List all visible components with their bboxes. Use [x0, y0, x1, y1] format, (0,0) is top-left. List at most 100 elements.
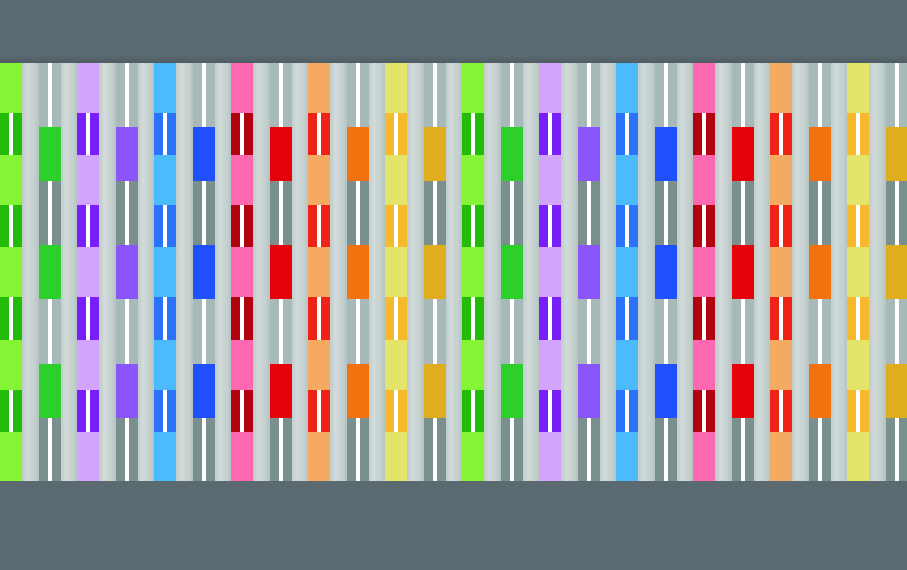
column-yellow-gray [885, 63, 907, 481]
white-stripe [856, 113, 860, 155]
gray-striped-segment [808, 418, 831, 481]
gray-striped-segment [38, 181, 61, 245]
gray-striped-segment [115, 63, 138, 127]
white-stripe [663, 181, 668, 245]
dark-striped-block [693, 113, 715, 155]
white-stripe [894, 299, 899, 364]
white-stripe [201, 299, 206, 364]
dark-striped-block [231, 205, 253, 247]
light-block [385, 432, 407, 481]
white-stripe [702, 390, 706, 432]
color-block [885, 245, 907, 299]
light-block [154, 155, 176, 205]
light-block [770, 63, 792, 113]
color-block [423, 127, 446, 181]
dark-striped-block [847, 390, 869, 432]
gray-striped-segment [885, 181, 907, 245]
dark-striped-block [308, 297, 330, 340]
white-stripe [317, 205, 321, 247]
light-block [385, 340, 407, 390]
dark-striped-block [539, 297, 561, 340]
white-stripe [625, 113, 629, 155]
dark-striped-block [77, 297, 99, 340]
gray-striped-segment [269, 418, 292, 481]
light-block [308, 432, 330, 481]
gray-striped-segment [654, 418, 677, 481]
color-block [577, 127, 600, 181]
dark-striped-block [154, 113, 176, 155]
gray-striped-segment [423, 181, 446, 245]
gray-striped-segment [269, 299, 292, 364]
white-stripe [586, 63, 591, 127]
color-block [500, 127, 523, 181]
white-stripe [317, 113, 321, 155]
light-block [154, 247, 176, 297]
white-stripe [355, 299, 360, 364]
color-block [500, 245, 523, 299]
gray-striped-segment [808, 299, 831, 364]
color-block [885, 127, 907, 181]
gray-striped-segment [115, 299, 138, 364]
column-blue-light [616, 63, 638, 481]
light-block [770, 340, 792, 390]
light-block [693, 432, 715, 481]
white-stripe [779, 205, 783, 247]
light-block [0, 432, 22, 481]
gray-striped-segment [500, 418, 523, 481]
dark-striped-block [462, 297, 484, 340]
color-block [115, 364, 138, 418]
white-stripe [47, 299, 52, 364]
white-stripe [394, 205, 398, 247]
light-block [77, 63, 99, 113]
light-block [693, 340, 715, 390]
white-stripe [856, 297, 860, 340]
white-stripe [47, 181, 52, 245]
white-stripe [740, 63, 745, 127]
color-block [115, 127, 138, 181]
white-stripe [240, 205, 244, 247]
light-block [462, 340, 484, 390]
gray-striped-segment [577, 299, 600, 364]
white-stripe [586, 299, 591, 364]
column-green-light [462, 63, 484, 481]
color-block [192, 364, 215, 418]
light-block [308, 63, 330, 113]
light-block [154, 63, 176, 113]
column-green-light [0, 63, 22, 481]
color-block [885, 364, 907, 418]
light-block [385, 155, 407, 205]
light-block [462, 63, 484, 113]
column-purple-gray [115, 63, 138, 481]
gray-striped-segment [38, 418, 61, 481]
light-block [0, 63, 22, 113]
white-stripe [355, 181, 360, 245]
column-green-gray [38, 63, 61, 481]
white-stripe [432, 418, 437, 481]
light-block [462, 247, 484, 297]
white-stripe [471, 205, 475, 247]
gray-striped-segment [192, 418, 215, 481]
light-block [847, 340, 869, 390]
light-block [616, 63, 638, 113]
color-block [269, 245, 292, 299]
dark-striped-block [154, 205, 176, 247]
white-stripe [240, 113, 244, 155]
column-orange-light [308, 63, 330, 481]
white-stripe [663, 418, 668, 481]
dark-striped-block [693, 390, 715, 432]
dark-striped-block [770, 205, 792, 247]
column-purple-gray [577, 63, 600, 481]
light-block [154, 340, 176, 390]
gray-striped-segment [500, 181, 523, 245]
dark-striped-block [770, 297, 792, 340]
color-block [808, 364, 831, 418]
dark-striped-block [77, 390, 99, 432]
dark-striped-block [847, 205, 869, 247]
dark-striped-block [693, 205, 715, 247]
column-red-gray [269, 63, 292, 481]
white-stripe [894, 418, 899, 481]
dark-striped-block [539, 390, 561, 432]
gray-striped-segment [654, 63, 677, 127]
light-block [693, 247, 715, 297]
gray-striped-segment [115, 418, 138, 481]
